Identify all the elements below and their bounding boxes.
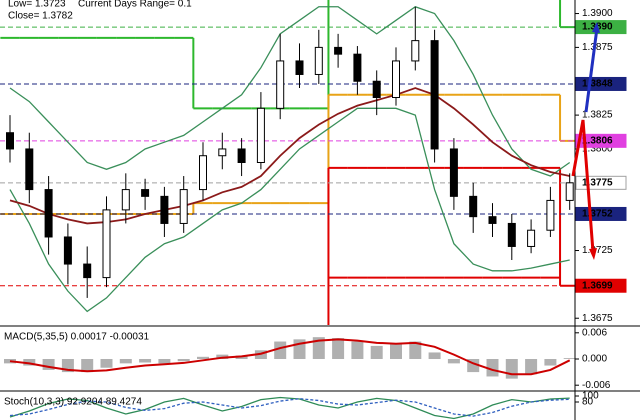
y-tick-label: 1.3800	[582, 144, 613, 155]
level-label: 1.3806	[582, 135, 613, 146]
candle-body	[83, 263, 92, 279]
candle-body	[546, 199, 555, 231]
y-tick-label: 1.3875	[582, 42, 613, 53]
candle-body	[237, 148, 246, 163]
candle-body	[6, 132, 14, 150]
candle-body	[488, 216, 497, 224]
candle-body	[411, 40, 420, 62]
macd-bar	[81, 359, 94, 373]
level-label: 1.3699	[582, 280, 613, 291]
macd-plot	[4, 337, 575, 379]
y-tick-label: 1.3825	[582, 110, 613, 121]
candle-body	[527, 229, 536, 247]
candle-body	[295, 60, 304, 75]
macd-bar	[370, 345, 383, 359]
candle-body	[160, 195, 169, 224]
macd-bar	[428, 352, 441, 359]
candle-body	[179, 189, 188, 224]
candle-body	[430, 40, 439, 150]
y-tick-label: 1.3900	[582, 8, 613, 19]
overlay-line	[9, 107, 570, 313]
candle-body	[392, 60, 400, 98]
y-tick-label: 0.000	[582, 354, 607, 365]
y-tick-label: 1.3675	[582, 313, 613, 324]
macd-bar	[42, 359, 55, 370]
macd-bar	[23, 359, 36, 366]
macd-bar	[409, 341, 422, 359]
stoch-main	[9, 396, 570, 420]
candle-body	[102, 209, 111, 279]
candle-body	[63, 236, 72, 265]
candle-body	[218, 148, 227, 157]
macd-bar	[119, 359, 132, 364]
price-plot	[0, 0, 575, 325]
macd-bar	[158, 359, 171, 364]
candle-body	[199, 155, 207, 191]
macd-bar	[525, 359, 538, 375]
macd-bar	[486, 359, 499, 377]
macd-bar	[351, 341, 364, 359]
macd-bar	[312, 337, 325, 359]
y-tick-label: 0.006	[582, 327, 607, 338]
candle-body	[565, 182, 574, 201]
candle-body	[141, 189, 150, 197]
macd-bar	[390, 343, 402, 359]
y-tick-label: 1.3725	[582, 245, 613, 256]
macd-bar	[447, 359, 460, 364]
candle-body	[314, 46, 323, 75]
arrow-head	[589, 248, 597, 260]
candle-body	[507, 222, 516, 247]
candle-body	[469, 195, 478, 218]
candle-body	[25, 148, 34, 191]
candle-body	[353, 53, 362, 82]
forecast-arrow	[571, 119, 595, 253]
macd-bar	[100, 359, 113, 368]
overlay-line	[9, 6, 571, 177]
macd-bar	[139, 359, 152, 363]
macd-bar	[544, 359, 557, 366]
forecast-arrow	[584, 27, 599, 113]
header-text: Current Days Range= 0.1	[78, 0, 192, 10]
header-text: Low= 1.3723	[8, 0, 66, 10]
level-label: 1.3752	[582, 209, 613, 220]
macd-bar	[197, 356, 209, 359]
candle-body	[256, 107, 265, 164]
candle-body	[44, 189, 53, 238]
level-label-box	[575, 133, 627, 148]
level-label-box	[575, 20, 627, 35]
level-label-box	[575, 278, 627, 293]
stoch-plot	[9, 396, 570, 420]
y-tick-label: 80	[582, 397, 594, 408]
arrow-head	[592, 22, 600, 33]
panel-title: Stoch(10,3,3) 92.9204 89.4274	[4, 397, 142, 408]
level-label: 1.3775	[582, 177, 613, 188]
candle-body	[121, 189, 130, 211]
macd-bar	[505, 359, 518, 379]
panel-title: MACD(5,35,5) 0.00017 -0.00031	[4, 332, 150, 343]
candle-body	[449, 148, 458, 197]
candle-body	[372, 80, 381, 98]
candle-body	[334, 46, 343, 55]
level-label: 1.3848	[582, 79, 613, 90]
macd-bar	[332, 338, 345, 359]
macd-bar	[177, 359, 190, 362]
y-tick-label: -0.006	[582, 380, 611, 391]
candle-body	[276, 60, 285, 109]
macd-bar	[274, 341, 287, 359]
macd-bar	[563, 358, 575, 359]
macd-signal	[9, 338, 571, 376]
header-text: Close= 1.3782	[8, 11, 73, 22]
y-tick-label: 100	[582, 391, 599, 402]
